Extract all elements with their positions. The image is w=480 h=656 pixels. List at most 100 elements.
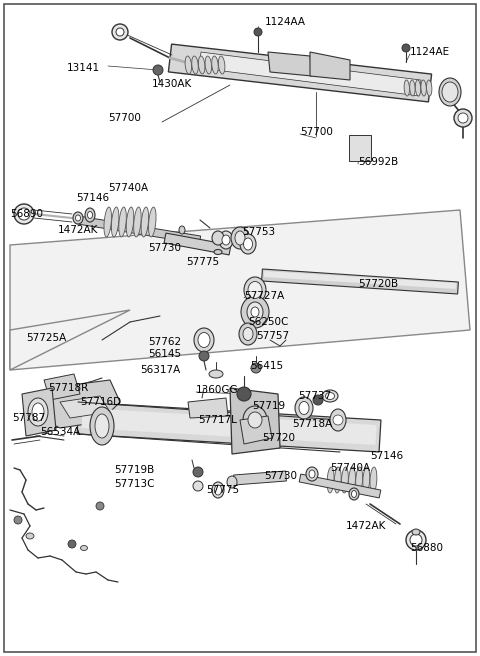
Ellipse shape: [219, 231, 233, 249]
Text: 1360GG: 1360GG: [196, 385, 239, 395]
Text: 56992B: 56992B: [358, 157, 398, 167]
Polygon shape: [264, 271, 456, 289]
Polygon shape: [82, 408, 377, 445]
Polygon shape: [168, 44, 432, 102]
Circle shape: [193, 481, 203, 491]
Ellipse shape: [439, 78, 461, 106]
Ellipse shape: [248, 281, 262, 298]
Polygon shape: [310, 52, 350, 80]
Polygon shape: [188, 398, 228, 418]
Ellipse shape: [322, 390, 338, 402]
Ellipse shape: [404, 80, 409, 96]
Circle shape: [237, 387, 251, 401]
Ellipse shape: [240, 234, 256, 254]
Text: 56317A: 56317A: [140, 365, 180, 375]
Circle shape: [153, 65, 163, 75]
Ellipse shape: [90, 407, 114, 445]
Ellipse shape: [87, 211, 93, 218]
Text: 56415: 56415: [250, 361, 283, 371]
Ellipse shape: [415, 80, 420, 96]
Circle shape: [406, 530, 426, 550]
Text: 57787: 57787: [12, 413, 45, 423]
Polygon shape: [199, 52, 421, 96]
Ellipse shape: [356, 467, 362, 493]
Ellipse shape: [410, 80, 415, 96]
Ellipse shape: [212, 482, 224, 498]
Text: 57730: 57730: [148, 243, 181, 253]
Ellipse shape: [73, 212, 83, 224]
Circle shape: [402, 44, 410, 52]
Ellipse shape: [26, 533, 34, 539]
Circle shape: [458, 113, 468, 123]
Ellipse shape: [119, 207, 126, 237]
Ellipse shape: [243, 406, 267, 434]
Ellipse shape: [330, 409, 346, 431]
Ellipse shape: [248, 412, 262, 428]
Ellipse shape: [222, 235, 230, 245]
Ellipse shape: [241, 296, 269, 328]
Text: 57719B: 57719B: [114, 465, 154, 475]
Ellipse shape: [179, 226, 185, 234]
Ellipse shape: [231, 227, 249, 249]
Polygon shape: [234, 471, 287, 485]
Polygon shape: [164, 233, 231, 255]
Polygon shape: [60, 396, 110, 418]
Ellipse shape: [243, 238, 252, 250]
Ellipse shape: [218, 56, 225, 74]
Ellipse shape: [334, 467, 341, 493]
Text: 1430AK: 1430AK: [152, 79, 192, 89]
Ellipse shape: [306, 467, 318, 481]
Circle shape: [112, 24, 128, 40]
Ellipse shape: [412, 529, 420, 535]
Text: 1124AA: 1124AA: [265, 17, 306, 27]
Ellipse shape: [185, 56, 192, 74]
Ellipse shape: [349, 488, 359, 500]
Ellipse shape: [227, 476, 237, 488]
Polygon shape: [10, 310, 130, 370]
Text: 1472AK: 1472AK: [346, 521, 386, 531]
Text: 57720B: 57720B: [358, 279, 398, 289]
Circle shape: [116, 28, 124, 36]
Ellipse shape: [85, 208, 95, 222]
Bar: [349, 135, 371, 161]
Ellipse shape: [247, 302, 263, 322]
Ellipse shape: [327, 467, 334, 493]
Polygon shape: [77, 216, 201, 244]
Polygon shape: [230, 388, 280, 454]
Ellipse shape: [28, 398, 48, 426]
Ellipse shape: [95, 414, 109, 438]
Circle shape: [410, 534, 422, 546]
Circle shape: [68, 540, 76, 548]
Text: 57757: 57757: [256, 331, 289, 341]
Ellipse shape: [209, 370, 223, 378]
Ellipse shape: [244, 277, 266, 303]
Text: 57718A: 57718A: [292, 419, 332, 429]
Circle shape: [199, 351, 209, 361]
Ellipse shape: [198, 56, 205, 74]
Ellipse shape: [111, 207, 119, 237]
Ellipse shape: [442, 82, 458, 102]
Ellipse shape: [104, 207, 111, 237]
Text: 57775: 57775: [186, 257, 219, 267]
Text: 57700: 57700: [108, 113, 141, 123]
Text: 57730: 57730: [264, 471, 297, 481]
Ellipse shape: [214, 249, 222, 255]
Ellipse shape: [148, 207, 156, 237]
Ellipse shape: [243, 327, 253, 340]
Ellipse shape: [309, 470, 315, 478]
Text: 56890: 56890: [10, 209, 43, 219]
Ellipse shape: [427, 80, 432, 96]
Text: 56880: 56880: [410, 543, 443, 553]
Circle shape: [14, 516, 22, 524]
Text: 57753: 57753: [242, 227, 275, 237]
Ellipse shape: [215, 485, 221, 495]
Text: 56534A: 56534A: [40, 427, 80, 437]
Ellipse shape: [239, 323, 257, 345]
Polygon shape: [240, 416, 272, 444]
Ellipse shape: [325, 392, 335, 400]
Ellipse shape: [363, 467, 370, 493]
Ellipse shape: [341, 467, 348, 493]
Ellipse shape: [212, 56, 218, 74]
Ellipse shape: [295, 397, 313, 419]
Circle shape: [333, 415, 343, 425]
